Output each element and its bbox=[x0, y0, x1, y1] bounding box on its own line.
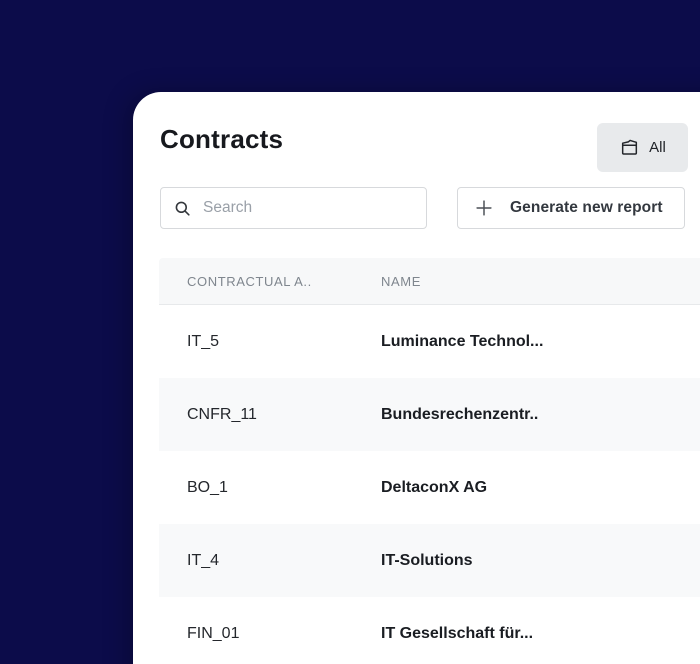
all-filter-button[interactable]: All bbox=[597, 123, 688, 172]
search-icon bbox=[173, 199, 192, 218]
cell-name: IT Gesellschaft für... bbox=[381, 624, 534, 642]
controls-row: Generate new report bbox=[160, 187, 700, 229]
table-row[interactable]: IT_5 Luminance Technol... bbox=[159, 305, 700, 378]
folder-icon bbox=[619, 137, 640, 158]
cell-name: Luminance Technol... bbox=[381, 332, 544, 350]
all-button-label: All bbox=[649, 139, 666, 156]
panel-header: Contracts All bbox=[160, 118, 700, 172]
column-header-contractual-agreement[interactable]: CONTRACTUAL A.. bbox=[187, 273, 312, 289]
search-box[interactable] bbox=[160, 187, 427, 229]
table-row[interactable]: BO_1 DeltaconX AG bbox=[159, 451, 700, 524]
generate-report-label: Generate new report bbox=[510, 199, 663, 216]
search-input[interactable] bbox=[203, 199, 414, 217]
generate-report-button[interactable]: Generate new report bbox=[457, 187, 685, 229]
table-body: IT_5 Luminance Technol... CNFR_11 Bundes… bbox=[159, 305, 700, 664]
column-header-name[interactable]: NAME bbox=[381, 273, 421, 289]
table-row[interactable]: CNFR_11 Bundesrechenzentr.. bbox=[159, 378, 700, 451]
cell-contractual-agreement: IT_4 bbox=[187, 551, 220, 569]
cell-name: DeltaconX AG bbox=[381, 478, 488, 496]
cell-name: Bundesrechenzentr.. bbox=[381, 405, 539, 423]
table-header-row: CONTRACTUAL A.. NAME bbox=[159, 258, 700, 305]
cell-contractual-agreement: FIN_01 bbox=[187, 624, 240, 642]
cell-contractual-agreement: IT_5 bbox=[187, 332, 220, 350]
cell-contractual-agreement: BO_1 bbox=[187, 478, 228, 496]
table-row[interactable]: FIN_01 IT Gesellschaft für... bbox=[159, 597, 700, 664]
table-row[interactable]: IT_4 IT-Solutions bbox=[159, 524, 700, 597]
plus-icon bbox=[473, 197, 495, 219]
cell-contractual-agreement: CNFR_11 bbox=[187, 405, 257, 423]
page-title: Contracts bbox=[160, 124, 284, 154]
cell-name: IT-Solutions bbox=[381, 551, 473, 569]
contracts-panel: Contracts All bbox=[133, 92, 700, 664]
contracts-table: CONTRACTUAL A.. NAME IT_5 Luminance Tech… bbox=[159, 258, 700, 664]
